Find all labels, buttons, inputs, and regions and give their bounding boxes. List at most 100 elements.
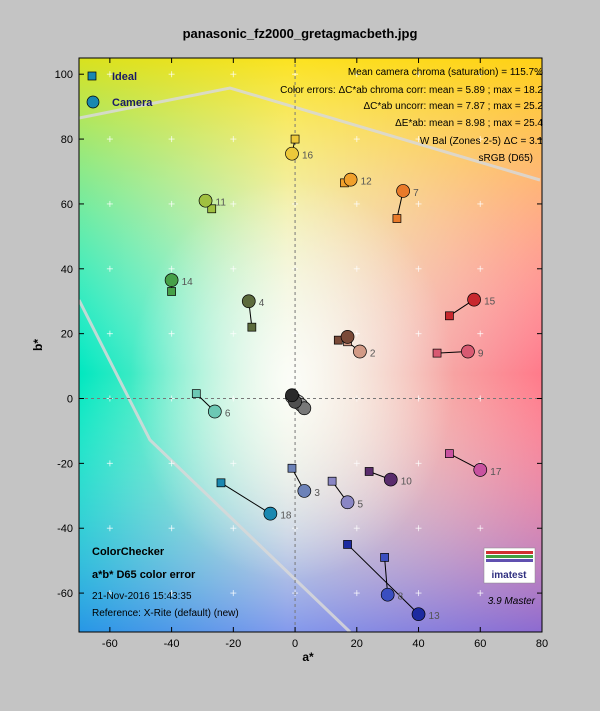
ideal-point-8	[380, 553, 389, 562]
x-tick-label: -40	[164, 638, 180, 650]
axis-ticks: -60 -40 -20 0 20 40 60 80 -60 -40 -20 0 20 40 60 80 100	[55, 58, 548, 650]
imatest-logo: imatest	[483, 547, 536, 584]
camera-point-14	[164, 273, 179, 287]
ideal-point-15	[445, 311, 454, 321]
legend-camera-marker	[86, 95, 100, 109]
y-tick-label: 20	[61, 329, 73, 341]
annotation-uncorr: ΔC*ab uncorr: mean = 7.87 ; max = 25.2	[363, 101, 543, 112]
patch-label-4: 4	[259, 298, 265, 309]
patch-label-15: 15	[484, 297, 496, 308]
color-background-center	[79, 58, 542, 632]
ideal-point-4	[247, 322, 257, 332]
patch-label-6: 6	[225, 408, 231, 419]
patch-labels: 2 3 4 5 6 7 8 9 10 11 12 13 14 15 16 17 18	[182, 151, 502, 622]
camera-point-16	[285, 146, 299, 161]
data-marks: 2 3 4 5 6 7 8 9 10 11 12 13 14 15 16 17 18	[164, 134, 502, 622]
chart-title: panasonic_fz2000_gretagmacbeth.jpg	[182, 26, 418, 41]
ideal-point-16	[290, 134, 300, 144]
patch-label-16: 16	[302, 151, 314, 162]
plot-area: 2 3 4 5 6 7 8 9 10 11 12 13 14 15 16 17 18	[79, 58, 542, 632]
x-tick-label: 80	[536, 638, 548, 650]
camera-point-24	[285, 388, 299, 403]
y-tick-label: 80	[61, 134, 73, 146]
patch-label-18: 18	[280, 511, 292, 522]
y-tick-label: 0	[67, 394, 73, 406]
ideal-point-7	[392, 214, 402, 223]
x-tick-label: -60	[102, 638, 118, 650]
y-tick-label: -20	[57, 458, 73, 470]
x-tick-label: -20	[225, 638, 241, 650]
ideal-point-14	[167, 287, 176, 296]
camera-point-5	[340, 495, 355, 510]
camera-point-3	[297, 484, 312, 498]
legend: Ideal Camera	[86, 71, 153, 109]
patch-label-7: 7	[413, 188, 419, 199]
legend-camera-label: Camera	[112, 97, 153, 109]
patch-label-17: 17	[490, 467, 502, 478]
footer-reference: Reference: X-Rite (default) (new)	[92, 608, 239, 619]
plot-frame	[78, 57, 543, 633]
version-label: 3.9 Master	[488, 596, 536, 607]
patch-label-3: 3	[314, 488, 320, 499]
ideal-point-18	[216, 478, 226, 488]
patch-label-14: 14	[182, 277, 194, 288]
footer-date: 21-Nov-2016 15:43:35	[92, 591, 192, 602]
footer-colorchecker: ColorChecker	[92, 546, 165, 558]
srgb-gamut-boundary	[79, 86, 541, 182]
srgb-gamut-boundary-lower	[79, 299, 352, 632]
x-tick-label: 20	[351, 638, 363, 650]
error-annotations: Mean camera chroma (saturation) = 115.7%…	[280, 67, 543, 164]
y-tick-label: -40	[57, 523, 73, 535]
patch-label-13: 13	[429, 611, 441, 622]
x-tick-label: 60	[474, 638, 486, 650]
ideal-point-9	[432, 348, 442, 358]
camera-point-1	[340, 330, 355, 344]
gamut-label: sRGB (D65)	[479, 153, 533, 164]
camera-point-13	[411, 607, 426, 622]
annotation-chroma: Mean camera chroma (saturation) = 115.7%	[348, 67, 543, 78]
camera-point-9	[461, 344, 475, 359]
ideal-point-13	[343, 540, 352, 549]
camera-point-17	[473, 463, 488, 477]
camera-markers	[164, 146, 488, 622]
error-line-18	[220, 482, 271, 515]
camera-point-15	[467, 292, 481, 307]
camera-point-18	[263, 506, 278, 521]
annotation-wbal: W Bal (Zones 2-5) ΔC = 3.1	[420, 136, 544, 147]
y-tick-label: 100	[55, 69, 73, 81]
y-axis-label: b*	[31, 339, 45, 351]
patch-label-11: 11	[216, 198, 227, 209]
ideal-point-3	[287, 463, 297, 473]
chart-footer: ColorChecker a*b* D65 color error 21-Nov…	[92, 546, 239, 619]
ideal-point-11	[207, 204, 217, 214]
y-tick-label: -60	[57, 588, 73, 600]
patch-label-2: 2	[370, 348, 376, 359]
ideal-point-5	[327, 476, 337, 486]
camera-point-11	[198, 193, 213, 208]
camera-point-8	[380, 587, 395, 602]
annotation-color-errors: Color errors: ΔC*ab chroma corr: mean = …	[280, 85, 543, 96]
footer-subtitle: a*b* D65 color error	[92, 569, 196, 581]
ideal-point-6	[191, 389, 201, 398]
camera-point-4	[241, 294, 256, 309]
y-tick-label: 60	[61, 199, 73, 211]
patch-label-5: 5	[358, 499, 364, 510]
camera-point-7	[396, 184, 410, 198]
ideal-point-10	[364, 467, 374, 476]
x-tick-label: 0	[292, 638, 298, 650]
camera-point-10	[383, 472, 398, 487]
patch-label-8: 8	[398, 592, 404, 603]
ideal-point-17	[445, 449, 454, 458]
camera-point-6	[207, 404, 222, 419]
legend-ideal-marker	[87, 71, 97, 81]
patch-label-12: 12	[361, 177, 373, 188]
camera-point-2	[353, 344, 367, 359]
patch-label-10: 10	[401, 477, 413, 488]
error-line-13	[347, 544, 419, 615]
x-tick-label: 40	[412, 638, 424, 650]
y-tick-label: 40	[61, 264, 73, 276]
annotation-delta-e: ΔE*ab: mean = 8.98 ; max = 25.4	[395, 118, 543, 129]
logo-text: imatest	[491, 570, 527, 581]
camera-point-12	[343, 172, 358, 187]
